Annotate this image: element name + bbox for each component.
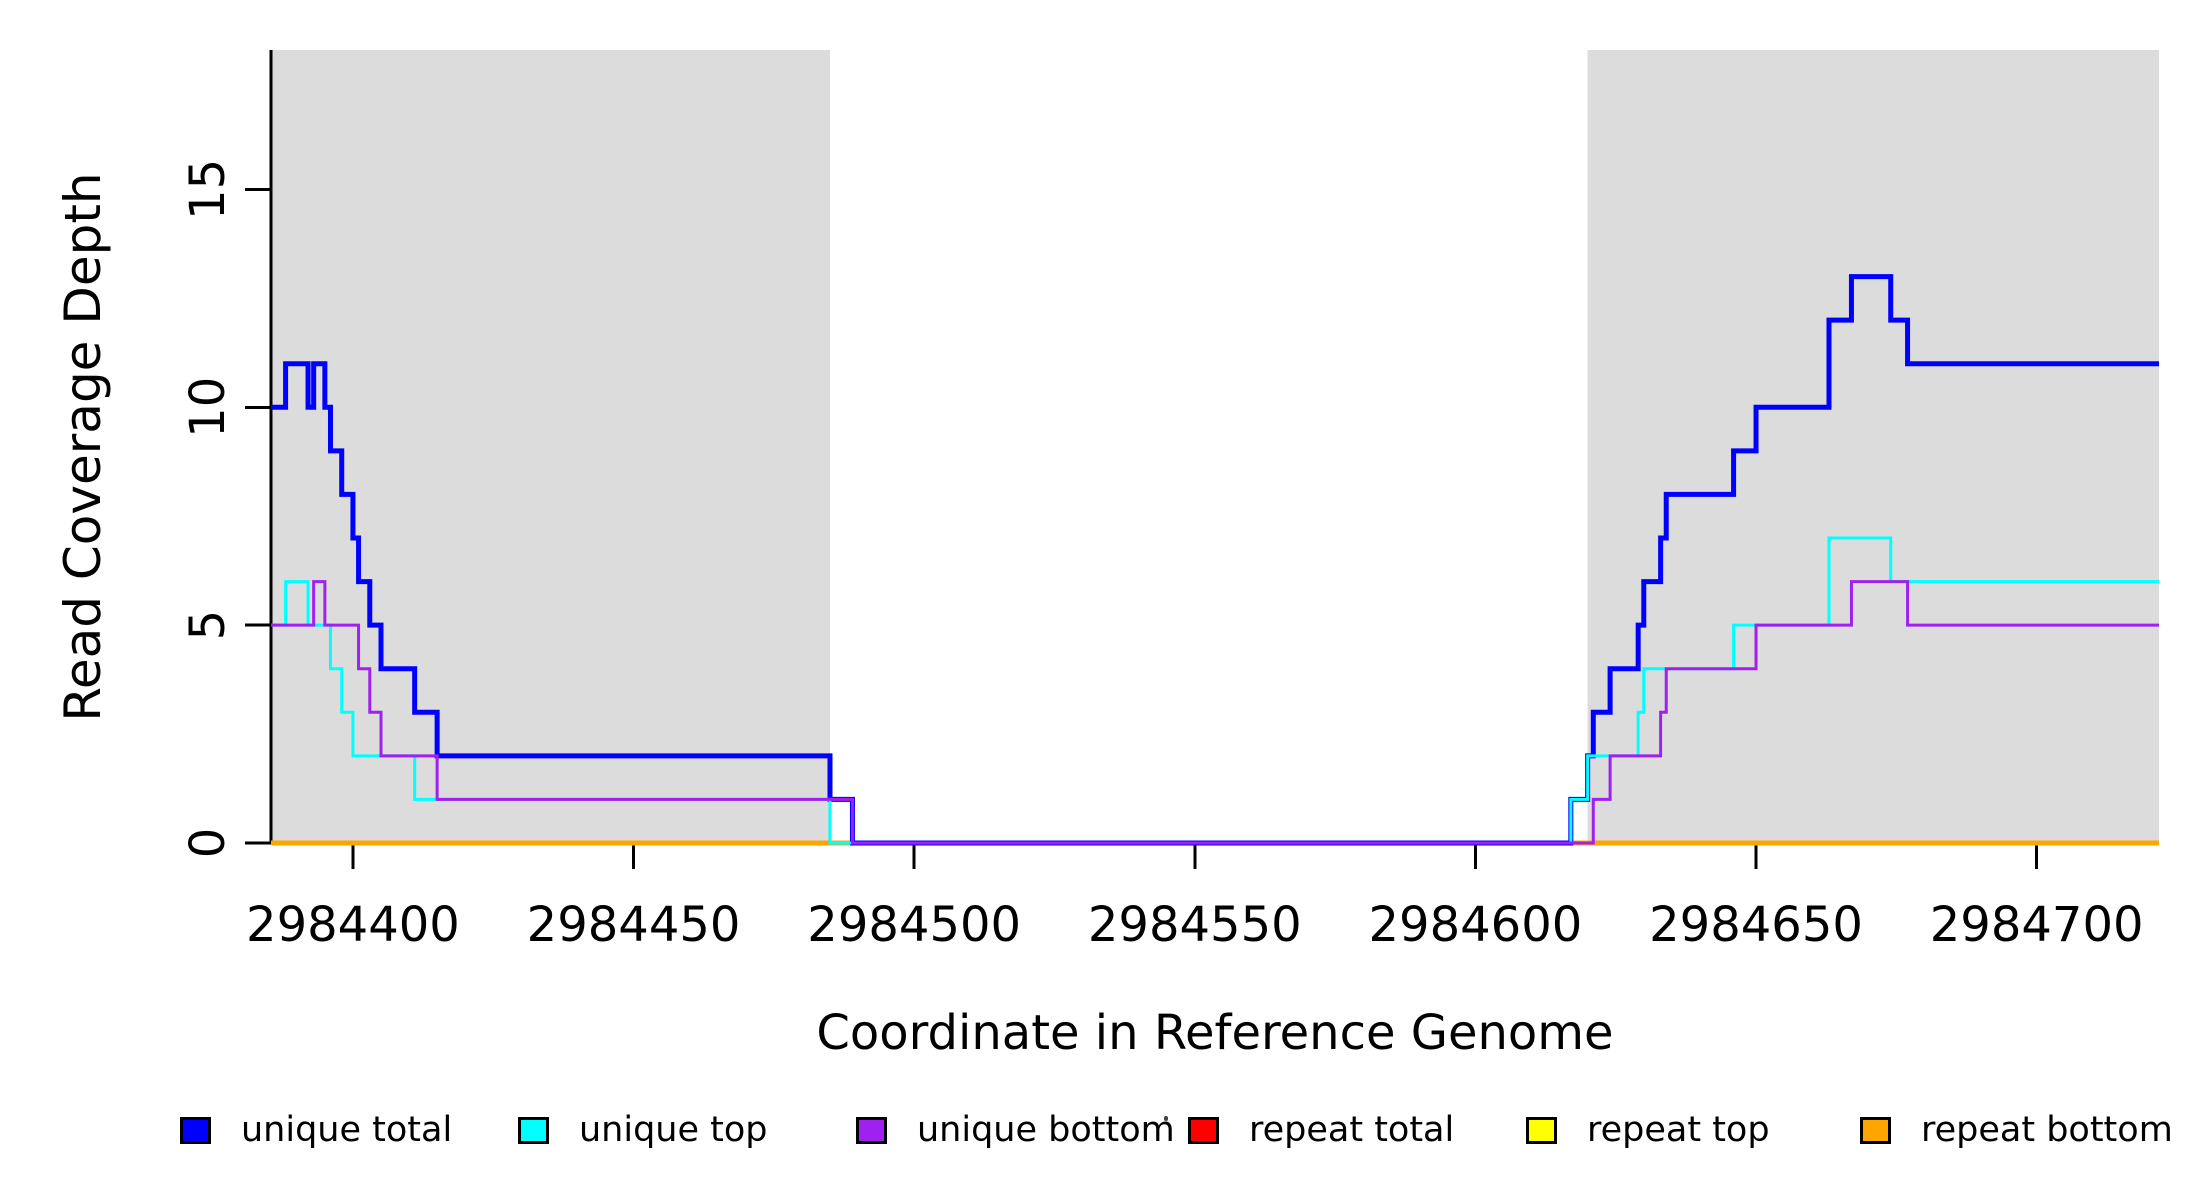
legend-item-repeat-top: repeat top: [1526, 1108, 1770, 1152]
unique-total-swatch-icon: [180, 1116, 211, 1144]
legend-label: unique top: [579, 1110, 768, 1150]
legend-item-repeat-bottom: repeat bottom: [1860, 1108, 2173, 1152]
x-tick-label: 2984700: [1930, 897, 2144, 953]
legend: unique total unique top unique bottom re…: [0, 1108, 2200, 1160]
shaded-regions: [271, 50, 2159, 843]
stray-mark: [1164, 1116, 1168, 1121]
legend-label: unique total: [241, 1110, 453, 1150]
y-tick-label: 0: [180, 828, 236, 859]
x-tick-label: 2984450: [527, 897, 741, 953]
repeat-bottom-swatch-icon: [1860, 1116, 1891, 1144]
unique-top-swatch-icon: [518, 1116, 549, 1144]
repeat-total-swatch-icon: [1188, 1116, 1219, 1144]
x-tick-label: 2984400: [246, 897, 460, 953]
legend-item-repeat-total: repeat total: [1188, 1108, 1454, 1152]
y-tick-label: 10: [180, 377, 236, 438]
x-tick-label: 2984500: [807, 897, 1021, 953]
legend-item-unique-top: unique top: [518, 1108, 768, 1152]
legend-label: repeat total: [1249, 1110, 1455, 1150]
y-axis-title: Read Coverage Depth: [54, 172, 112, 721]
legend-label: repeat bottom: [1921, 1110, 2173, 1150]
coverage-series: [271, 274, 2159, 846]
x-tick-label: 2984600: [1369, 897, 1583, 953]
legend-item-unique-total: unique total: [180, 1108, 452, 1152]
x-tick-label: 2984550: [1088, 897, 1302, 953]
x-tick-label: 2984650: [1649, 897, 1863, 953]
series-unique-bottom: [271, 580, 2159, 845]
y-tick-label: 5: [180, 610, 236, 641]
shaded-region: [1587, 50, 2159, 843]
legend-item-unique-bottom: unique bottom: [856, 1108, 1175, 1152]
legend-label: unique bottom: [917, 1110, 1175, 1150]
axes: 2984400 2984450 2984500 2984550 2984600 29846…: [180, 50, 2159, 953]
legend-label: repeat top: [1587, 1110, 1770, 1150]
unique-bottom-swatch-icon: [856, 1116, 887, 1144]
y-tick-label: 15: [180, 159, 236, 220]
x-axis-title: Coordinate in Reference Genome: [816, 1005, 1613, 1061]
shaded-region: [271, 50, 830, 843]
repeat-top-swatch-icon: [1526, 1116, 1557, 1144]
